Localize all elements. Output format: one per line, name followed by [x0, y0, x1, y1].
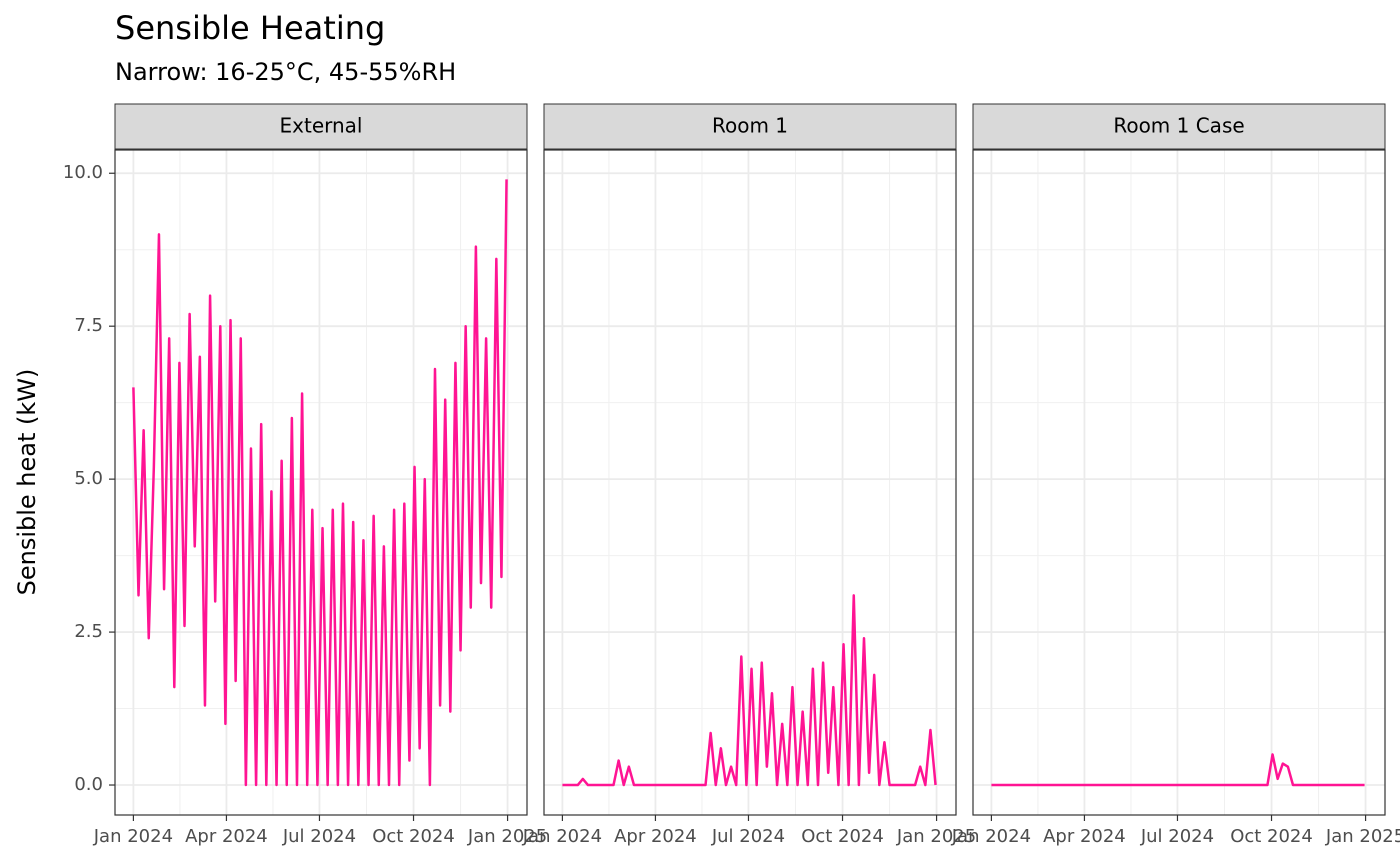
y-tick-label: 7.5 [74, 315, 103, 336]
panel-border [114, 149, 528, 816]
x-tick-label: Jan 2025 [896, 826, 976, 847]
x-tick-label: Jan 2024 [951, 826, 1031, 847]
x-tick-label: Jan 2025 [467, 826, 547, 847]
x-tick-label: Apr 2024 [1043, 826, 1126, 847]
x-tick-label: Apr 2024 [614, 826, 697, 847]
y-tick-label: 0.0 [74, 774, 103, 795]
facet-strip [114, 103, 528, 150]
x-tick-label: Jul 2024 [711, 826, 785, 847]
panel-background [973, 150, 1385, 815]
chart-subtitle: Narrow: 16-25°C, 45-55%RH [115, 58, 456, 86]
chart-title: Sensible Heating [115, 9, 385, 47]
data-line [991, 753, 1365, 787]
panel-border [543, 149, 957, 816]
facet-strip [972, 103, 1386, 150]
data-line [132, 179, 508, 787]
facet-strip [543, 103, 957, 150]
y-axis-title: Sensible heat (kW) [13, 369, 41, 596]
y-tick-label: 5.0 [74, 468, 103, 489]
x-tick-label: Oct 2024 [801, 826, 884, 847]
panel-border [972, 149, 1386, 816]
x-tick-label: Jan 2025 [1325, 826, 1400, 847]
y-tick-label: 2.5 [74, 621, 103, 642]
x-tick-label: Apr 2024 [185, 826, 268, 847]
facet-title: External [280, 114, 363, 138]
x-tick-label: Jul 2024 [1140, 826, 1214, 847]
x-tick-label: Jul 2024 [282, 826, 356, 847]
x-tick-label: Jan 2024 [522, 826, 602, 847]
facet-title: Room 1 Case [1113, 114, 1244, 138]
facet-title: Room 1 [712, 114, 788, 138]
x-tick-label: Oct 2024 [1230, 826, 1313, 847]
data-line [562, 594, 937, 787]
y-tick-label: 10.0 [63, 162, 103, 183]
x-tick-label: Oct 2024 [372, 826, 455, 847]
x-tick-label: Jan 2024 [93, 826, 173, 847]
